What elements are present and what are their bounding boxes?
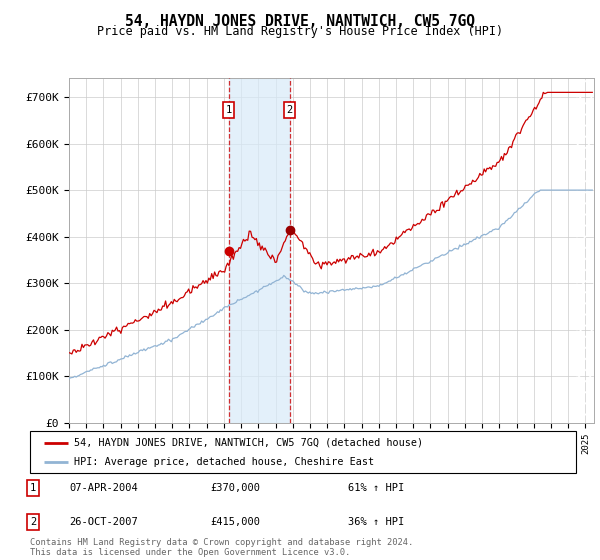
Text: £370,000: £370,000	[210, 483, 260, 493]
Bar	[577, 78, 594, 423]
Text: £415,000: £415,000	[210, 517, 260, 527]
FancyBboxPatch shape	[30, 431, 576, 473]
Text: Contains HM Land Registry data © Crown copyright and database right 2024.
This d: Contains HM Land Registry data © Crown c…	[30, 538, 413, 557]
Text: 54, HAYDN JONES DRIVE, NANTWICH, CW5 7GQ (detached house): 54, HAYDN JONES DRIVE, NANTWICH, CW5 7GQ…	[74, 437, 423, 447]
Text: 2: 2	[287, 105, 293, 115]
Text: 61% ↑ HPI: 61% ↑ HPI	[348, 483, 404, 493]
Bar	[229, 78, 290, 423]
Text: 26-OCT-2007: 26-OCT-2007	[69, 517, 138, 527]
Text: 36% ↑ HPI: 36% ↑ HPI	[348, 517, 404, 527]
Text: 1: 1	[30, 483, 36, 493]
Text: Price paid vs. HM Land Registry's House Price Index (HPI): Price paid vs. HM Land Registry's House …	[97, 25, 503, 38]
Text: 07-APR-2004: 07-APR-2004	[69, 483, 138, 493]
Text: HPI: Average price, detached house, Cheshire East: HPI: Average price, detached house, Ches…	[74, 457, 374, 467]
Text: 54, HAYDN JONES DRIVE, NANTWICH, CW5 7GQ: 54, HAYDN JONES DRIVE, NANTWICH, CW5 7GQ	[125, 14, 475, 29]
Text: 1: 1	[226, 105, 232, 115]
Text: 2: 2	[30, 517, 36, 527]
